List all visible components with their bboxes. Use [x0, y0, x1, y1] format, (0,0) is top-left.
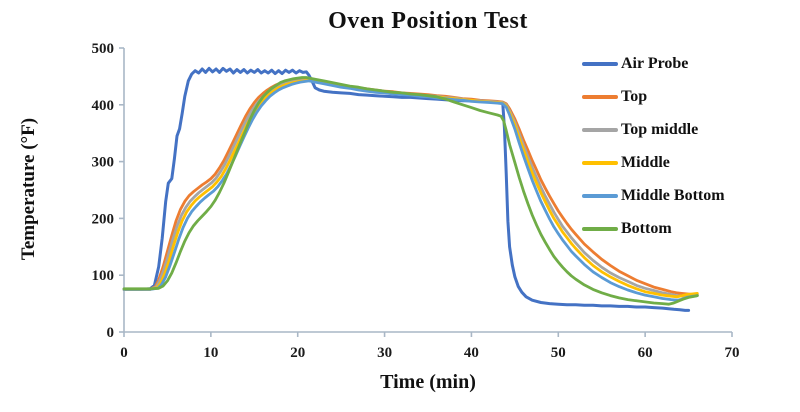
x-tick-label: 50	[551, 345, 566, 361]
x-tick-label: 20	[290, 345, 305, 361]
y-tick-label: 0	[107, 325, 115, 341]
legend: Air Probe Top Top middle Middle Middle Botto…	[582, 47, 792, 245]
legend-swatch-top	[582, 94, 618, 99]
x-tick-label: 60	[638, 345, 653, 361]
legend-swatch-middle	[582, 160, 618, 165]
x-tick-label: 40	[464, 345, 479, 361]
legend-label-middle: Middle	[621, 153, 670, 171]
x-tick-label: 0	[120, 345, 128, 361]
series-line-middle-bottom	[122, 79, 699, 302]
legend-item-top-middle: Top middle	[582, 113, 792, 146]
legend-swatch-bottom	[582, 226, 618, 231]
y-tick-label: 500	[92, 41, 115, 57]
y-tick-label: 200	[92, 211, 115, 227]
y-axis-title: Temperature (°F)	[18, 117, 39, 261]
x-tick-label: 30	[377, 345, 392, 361]
x-axis-title: Time (min)	[380, 371, 476, 393]
legend-swatch-air-probe	[582, 61, 618, 66]
legend-label-middle-bottom: Middle Bottom	[621, 186, 725, 204]
legend-item-air-probe: Air Probe	[582, 47, 792, 80]
legend-swatch-middle-bottom	[582, 193, 618, 198]
series-line-air-probe	[122, 66, 691, 312]
legend-item-middle: Middle	[582, 146, 792, 179]
x-tick-label: 70	[725, 345, 740, 361]
legend-label-top: Top	[621, 87, 648, 105]
legend-item-middle-bottom: Middle Bottom	[582, 179, 792, 212]
y-tick-label: 300	[92, 155, 115, 171]
legend-swatch-top-middle	[582, 127, 618, 132]
legend-item-top: Top	[582, 80, 792, 113]
chart-title: Oven Position Test	[328, 8, 528, 34]
y-tick-label: 400	[92, 98, 115, 114]
y-tick-label: 100	[92, 268, 115, 284]
legend-label-air-probe: Air Probe	[621, 54, 689, 72]
legend-label-top-middle: Top middle	[621, 120, 699, 138]
legend-item-bottom: Bottom	[582, 212, 792, 245]
series-line-bottom	[122, 76, 699, 306]
legend-label-bottom: Bottom	[621, 219, 672, 237]
x-tick-label: 10	[203, 345, 218, 361]
